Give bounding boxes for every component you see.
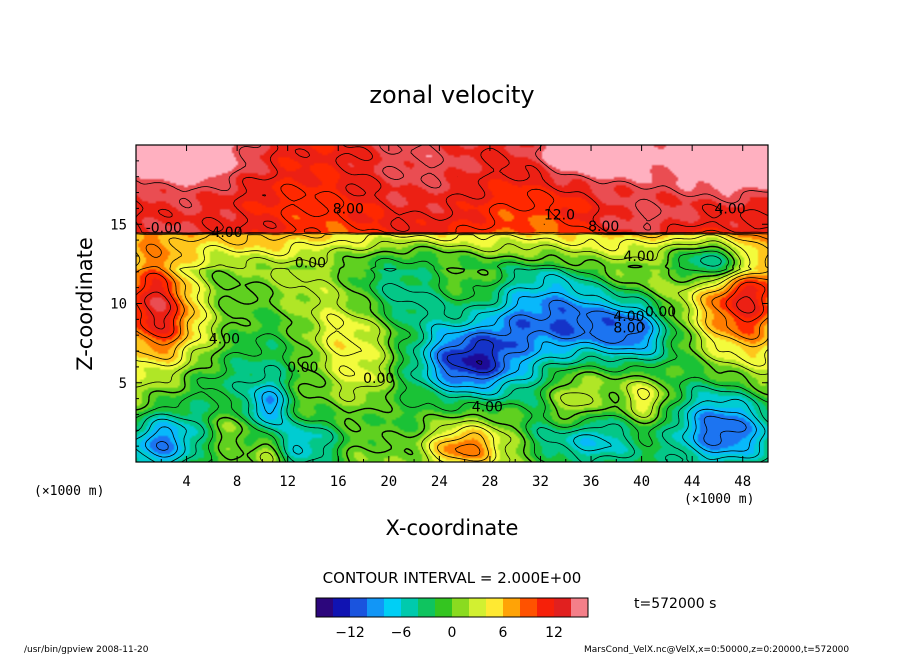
- colorbar-cell: [520, 598, 538, 617]
- contour-line-2: [136, 240, 768, 462]
- y-tick-label: 5: [119, 376, 127, 392]
- x-tick-label: 4: [182, 474, 190, 490]
- colorbar-cell: [554, 598, 572, 617]
- x-axis-label: X-coordinate: [386, 516, 519, 540]
- contour-line-neg14: [475, 360, 483, 365]
- x-tick-label: 44: [684, 474, 701, 490]
- colorbar-cell: [452, 598, 470, 617]
- footer-right: MarsCond_VelX.nc@VelX,x=0:50000,z=0:2000…: [584, 645, 849, 654]
- plot-area: 8.00 12.08.00-0.00 4.004.000.00 4.004.004.0…: [110, 144, 769, 490]
- contour-line-8: [136, 223, 768, 457]
- colorbar-cell: [537, 598, 555, 617]
- colorbar-cell: [435, 598, 453, 617]
- time-label: t=572000 s: [634, 596, 716, 612]
- x-tick-label: 40: [633, 474, 650, 490]
- contour-lines: [136, 145, 768, 462]
- x-tick-label: 48: [734, 474, 751, 490]
- x-tick-label: 12: [279, 474, 296, 490]
- x-tick-label: 32: [532, 474, 549, 490]
- y-tick-label: 15: [110, 217, 127, 233]
- y-tick-label: 10: [110, 297, 127, 313]
- contour-line-14: [136, 145, 768, 231]
- contour-label: 8.00: [588, 219, 619, 235]
- chart-title: zonal velocity: [369, 81, 534, 109]
- contour-label: 4.00: [209, 331, 240, 347]
- contour-line-neg6: [136, 274, 766, 462]
- x-tick-label: 36: [583, 474, 600, 490]
- contour-label: 0.00: [295, 255, 326, 271]
- x-axis-ticks: 4 8 12 16 20 24 28 32 36 40 44 48: [160, 145, 751, 490]
- x-tick-label: 8: [233, 474, 241, 490]
- contour-line-4: [136, 234, 768, 462]
- colorbar-cell: [350, 598, 368, 617]
- x-tick-label: 20: [380, 474, 397, 490]
- contour-interval-label: CONTOUR INTERVAL = 2.000E+00: [323, 569, 582, 587]
- contour-label: 4.00: [613, 309, 644, 325]
- colorbar: −12 −6 0 6 12: [315, 597, 589, 641]
- colorbar-tick-label: −12: [335, 625, 365, 641]
- colorbar-ticks: −12 −6 0 6 12: [335, 625, 563, 641]
- colorbar-cell: [418, 598, 436, 617]
- contour-label: 4.00: [472, 400, 503, 416]
- contour-label: 12.0: [544, 208, 575, 224]
- x-tick-label: 16: [330, 474, 347, 490]
- colorbar-cell: [401, 598, 419, 617]
- contour-label: 8.00: [613, 320, 644, 336]
- contour-label: 0.00: [363, 371, 394, 387]
- colorbar-cells: [316, 598, 589, 617]
- colorbar-cell: [571, 598, 589, 617]
- y-axis-ticks: 5 10 15: [110, 160, 768, 447]
- contour-label: 4.00: [211, 225, 242, 241]
- contour-line-10: [136, 183, 768, 338]
- contour-label: 0.00: [645, 304, 676, 320]
- colorbar-cell: [469, 598, 487, 617]
- contour-line-12: [136, 145, 768, 330]
- colorbar-cell: [384, 598, 402, 617]
- x-tick-label: 28: [481, 474, 498, 490]
- colorbar-tick-label: 0: [448, 625, 457, 641]
- colorbar-cell: [316, 598, 334, 617]
- x-left-unit-label: (×1000 m): [34, 484, 104, 499]
- colorbar-cell: [503, 598, 521, 617]
- contour-line-0: [136, 245, 768, 462]
- footer-left: /usr/bin/gpview 2008-11-20: [24, 645, 149, 654]
- colorbar-tick-label: −6: [391, 625, 412, 641]
- y-axis-label: Z-coordinate: [73, 237, 97, 371]
- x-right-unit-label: (×1000 m): [684, 492, 754, 507]
- colorbar-cell: [486, 598, 504, 617]
- contour-label: -0.00: [146, 220, 182, 236]
- contour-labels: 8.00 12.08.00-0.00 4.004.000.00 4.004.004.0…: [146, 201, 746, 415]
- contour-line-neg10: [155, 299, 747, 451]
- contour-label: 0.00: [287, 360, 318, 376]
- contour-label: 4.00: [714, 201, 745, 217]
- x-tick-label: 24: [431, 474, 448, 490]
- colorbar-frame: [315, 597, 589, 618]
- colorbar-tick-label: 12: [545, 625, 563, 641]
- contour-label: 8.00: [333, 201, 364, 217]
- colorbar-tick-label: 6: [499, 625, 508, 641]
- contour-line-neg12: [446, 339, 496, 374]
- contour-line-neg8: [145, 292, 757, 458]
- colorbar-cell: [333, 598, 351, 617]
- colorbar-cell: [367, 598, 385, 617]
- contour-label: 4.00: [623, 249, 654, 265]
